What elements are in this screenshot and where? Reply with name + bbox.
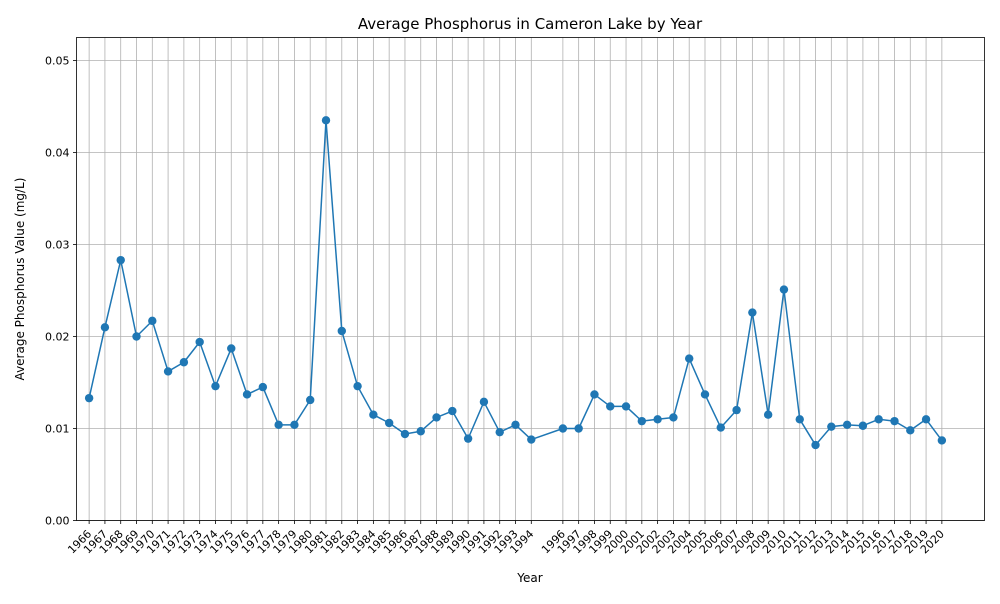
- data-point: [416, 427, 425, 436]
- data-point: [321, 116, 331, 125]
- y-tick-label: 0.00: [45, 515, 70, 528]
- data-point: [748, 308, 757, 317]
- y-tick-label: 0.01: [45, 423, 70, 436]
- data-point: [306, 395, 315, 405]
- data-point: [84, 393, 94, 403]
- grid-lines: [76, 37, 985, 521]
- data-point: [132, 332, 141, 341]
- phosphorus-series: [84, 116, 947, 450]
- data-point: [906, 426, 915, 435]
- data-point: [384, 418, 394, 428]
- data-point: [116, 255, 125, 265]
- data-point: [211, 381, 220, 391]
- data-point: [369, 410, 378, 419]
- data-point: [827, 422, 836, 431]
- data-point: [842, 420, 852, 430]
- data-point: [890, 416, 899, 426]
- data-point: [874, 415, 883, 424]
- data-point: [763, 410, 773, 419]
- data-point: [558, 424, 568, 433]
- data-point: [495, 427, 504, 437]
- data-point: [100, 323, 110, 332]
- y-tick-label: 0.04: [45, 147, 70, 160]
- series-line: [88, 119, 943, 446]
- data-point: [258, 382, 268, 392]
- data-point: [700, 390, 710, 399]
- y-tick-label: 0.03: [45, 239, 70, 252]
- data-point: [637, 416, 647, 426]
- y-tick-label: 0.02: [45, 331, 70, 344]
- data-point: [527, 435, 536, 444]
- data-point: [227, 344, 236, 353]
- data-point: [353, 381, 362, 391]
- data-point: [811, 440, 820, 450]
- data-point: [921, 415, 931, 424]
- data-point: [653, 415, 662, 424]
- axis-ticks: 0.000.010.020.030.040.051966196719681969…: [45, 55, 947, 557]
- data-point: [148, 316, 157, 326]
- data-point: [858, 421, 868, 430]
- data-point: [290, 420, 299, 430]
- data-point: [606, 402, 615, 411]
- x-axis-label: Year: [516, 571, 542, 585]
- data-point: [337, 326, 346, 336]
- data-point: [669, 413, 678, 422]
- data-point: [242, 390, 252, 399]
- data-point: [448, 406, 457, 416]
- data-point: [590, 390, 599, 399]
- data-point: [479, 397, 489, 407]
- y-tick-label: 0.05: [45, 55, 70, 68]
- data-point: [163, 367, 173, 376]
- plot-frame: [76, 37, 985, 521]
- data-point: [400, 429, 410, 439]
- data-point: [716, 423, 725, 432]
- data-point: [463, 434, 473, 443]
- data-point: [195, 337, 204, 347]
- y-axis-label: Average Phosphorus Value (mg/L): [13, 178, 27, 381]
- data-point: [795, 415, 804, 424]
- data-point: [732, 405, 741, 415]
- data-point: [574, 424, 583, 433]
- data-point: [179, 358, 189, 367]
- data-point: [274, 420, 283, 430]
- chart-title: Average Phosphorus in Cameron Lake by Ye…: [358, 15, 703, 33]
- data-point: [937, 436, 947, 445]
- data-point: [511, 420, 520, 430]
- data-point: [621, 402, 631, 411]
- data-point: [685, 354, 694, 363]
- data-point: [779, 285, 789, 294]
- data-point: [432, 413, 441, 422]
